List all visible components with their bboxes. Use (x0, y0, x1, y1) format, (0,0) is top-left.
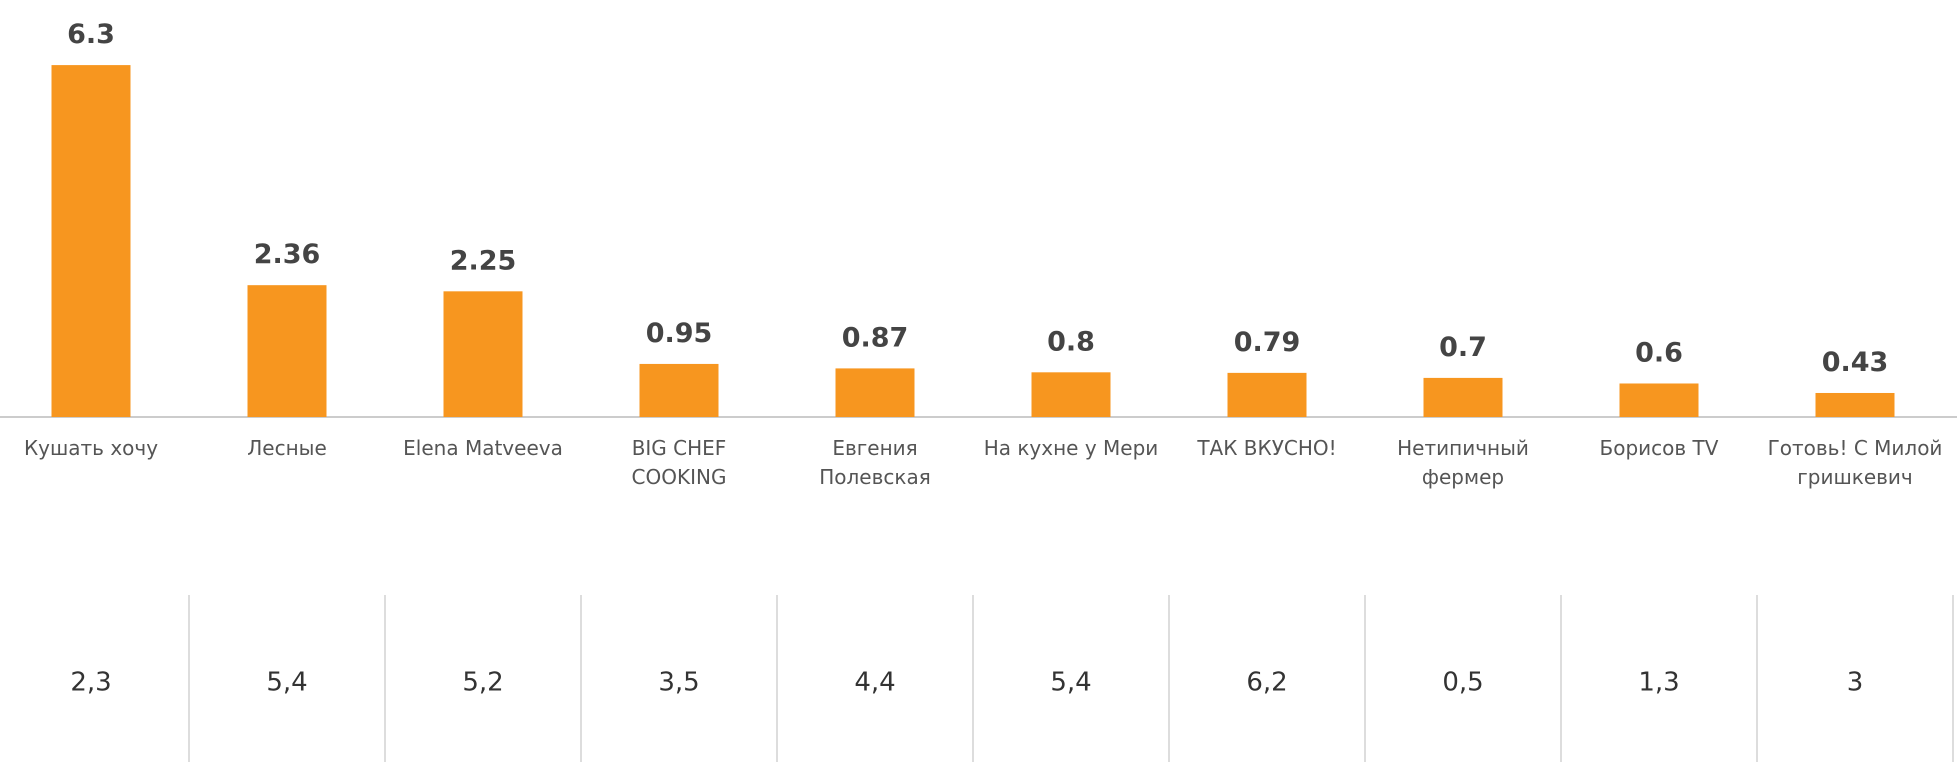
bar (444, 291, 523, 417)
x-tick-label: Elena Matveeva (390, 434, 576, 463)
value-label: 0.7 (1439, 332, 1487, 363)
table-cell: 2,3 (70, 668, 111, 698)
value-label: 0.6 (1635, 337, 1683, 368)
value-label: 2.36 (254, 239, 321, 270)
x-tick-label: Евгения Полевская (782, 434, 968, 492)
table-cell: 5,4 (1050, 668, 1091, 698)
x-tick-label: BIG CHEF COOKING (586, 434, 772, 492)
x-tick-label: Лесные (194, 434, 380, 463)
bar (1228, 373, 1307, 417)
bar (1032, 372, 1111, 417)
x-tick-label: Кушать хочу (0, 434, 184, 463)
bar (1620, 383, 1699, 417)
table-cell: 4,4 (854, 668, 895, 698)
bar (836, 368, 915, 417)
x-tick-label: Нетипичный фермер (1370, 434, 1556, 492)
table-cell: 5,4 (266, 668, 307, 698)
value-label: 2.25 (450, 245, 517, 276)
value-label: 6.3 (67, 19, 115, 50)
table-cell: 1,3 (1638, 668, 1679, 698)
x-tick-label: На кухне у Мери (978, 434, 1164, 463)
value-label: 0.79 (1234, 327, 1301, 358)
x-tick-label: ТАК ВКУСНО! (1174, 434, 1360, 463)
table-cell: 6,2 (1246, 668, 1287, 698)
x-tick-label: Борисов TV (1566, 434, 1752, 463)
bar (1424, 378, 1503, 417)
bar (640, 364, 719, 417)
bar (52, 65, 131, 417)
page: 6.3 2.36 2.25 0.95 0.87 0.8 0.79 0.7 0.6 0.43 2,3 5… (0, 0, 1957, 762)
x-tick-label: Готовь! С Милой гришкевич (1762, 434, 1948, 492)
table-cell: 5,2 (462, 668, 503, 698)
chart: 6.3 2.36 2.25 0.95 0.87 0.8 0.79 0.7 0.6 0.43 2,3 5… (0, 0, 1957, 762)
value-label: 0.8 (1047, 326, 1095, 357)
value-label: 0.43 (1822, 347, 1889, 378)
table-cell: 0,5 (1442, 668, 1483, 698)
value-label: 0.87 (842, 322, 909, 353)
value-label: 0.95 (646, 318, 713, 349)
table-cell: 3 (1847, 668, 1864, 698)
table-cell: 3,5 (658, 668, 699, 698)
bar (1816, 393, 1895, 417)
bar (248, 285, 327, 417)
